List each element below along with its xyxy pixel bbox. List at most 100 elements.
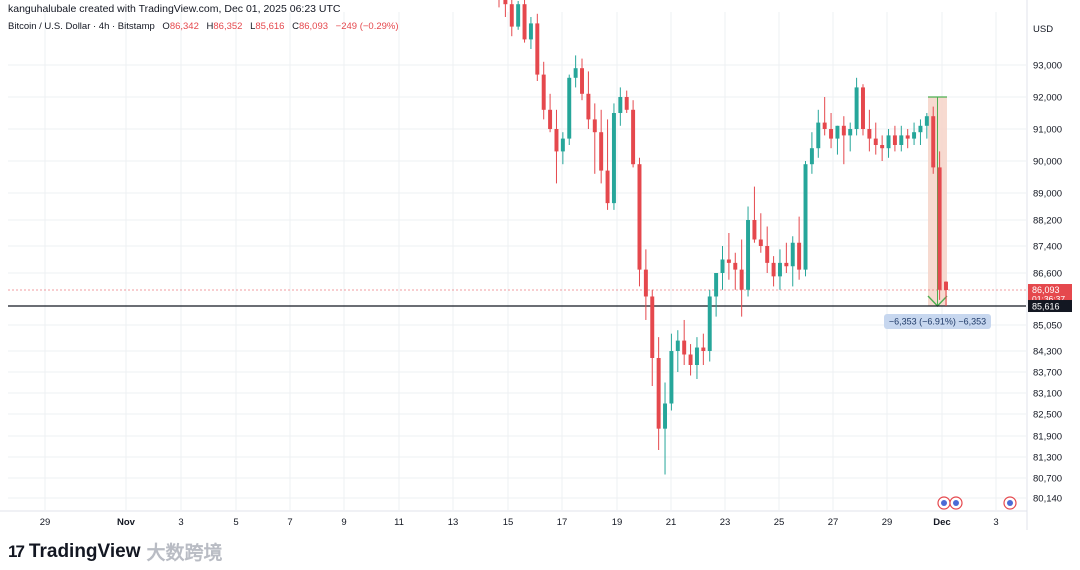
symbol-title: Bitcoin / U.S. Dollar · 4h · Bitstamp: [8, 21, 155, 32]
candle-body: [886, 135, 891, 149]
candle-body: [631, 109, 636, 165]
candle-body: [829, 129, 834, 139]
candle-body: [848, 129, 853, 136]
candle-body: [880, 145, 885, 149]
x-tick-label: 19: [612, 517, 623, 528]
candle-body: [841, 125, 846, 136]
candle-body: [899, 135, 904, 145]
x-tick-label: 17: [557, 517, 568, 528]
candle-body: [924, 116, 929, 126]
candle-body: [522, 4, 527, 40]
candle-body: [771, 262, 776, 277]
y-tick-label: 83,700: [1033, 368, 1062, 379]
tradingview-logo-icon: 17: [8, 541, 25, 561]
candle-body: [758, 239, 763, 246]
candle-body: [694, 347, 699, 365]
candle-body: [867, 129, 872, 139]
candle-body: [720, 259, 725, 273]
candle-body: [944, 281, 948, 291]
countdown-label: 01:36:37: [1032, 294, 1065, 304]
candle-body: [592, 119, 597, 133]
ohlc-low: 85,616: [255, 21, 285, 32]
candle-body: [873, 138, 878, 145]
x-tick-label: 27: [828, 517, 839, 528]
currency-label: USD: [1033, 24, 1053, 35]
y-tick-label: 86,600: [1033, 269, 1062, 280]
y-tick-label: 87,400: [1033, 242, 1062, 253]
y-tick-label: 83,100: [1033, 389, 1062, 400]
y-tick-label: 82,500: [1033, 410, 1062, 421]
candle-body: [912, 132, 917, 139]
y-tick-label: 89,000: [1033, 189, 1062, 200]
candle-body: [675, 340, 680, 351]
y-tick-label: 80,140: [1033, 494, 1062, 505]
last-price-badge: [1028, 284, 1072, 305]
horizontal-line: [8, 289, 1026, 307]
candle-body: [624, 97, 629, 110]
x-tick-label: Nov: [117, 517, 136, 528]
tradingview-brand-name: TradingView: [28, 540, 141, 562]
credit-text: kanguhalubale created with TradingView.c…: [8, 3, 341, 15]
candle-body: [618, 97, 623, 113]
flag-icon: [953, 500, 959, 506]
candle-body: [643, 269, 648, 297]
x-tick-label: Dec: [933, 517, 950, 528]
candle-body: [503, 0, 508, 5]
x-tick-label: 29: [882, 517, 893, 528]
candle-body: [784, 262, 789, 267]
candle-body: [861, 87, 865, 129]
x-tick-label: 3: [993, 517, 998, 528]
x-tick-label: 23: [720, 517, 731, 528]
symbol-legend[interactable]: Bitcoin / U.S. Dollar · 4h · Bitstamp O8…: [8, 21, 399, 32]
tradingview-logo[interactable]: 17 TradingView 大数跨境: [8, 538, 223, 565]
candle-body: [854, 87, 859, 129]
candle-body: [733, 262, 738, 270]
candle-body: [707, 296, 712, 351]
y-tick-label: 84,300: [1033, 347, 1062, 358]
candle-body: [739, 269, 744, 290]
x-tick-label: 15: [503, 517, 514, 528]
candle-body: [777, 262, 782, 277]
candle-body: [937, 167, 942, 290]
ohlc-high: 86,352: [213, 21, 243, 32]
y-tick-label: 91,000: [1033, 125, 1062, 136]
candle-body: [554, 129, 559, 152]
candle-body: [905, 135, 910, 139]
candle-body: [682, 340, 687, 355]
candle-body: [605, 170, 610, 204]
x-tick-label: 13: [448, 517, 459, 528]
candle-body: [573, 68, 578, 78]
candle-body: [816, 122, 821, 149]
last-price-label: 86,093: [1032, 285, 1060, 295]
candle-body: [790, 242, 795, 267]
flag-icon: [941, 500, 947, 506]
hline-price-badge: [1028, 300, 1072, 313]
ohlc-close: 86,093: [298, 21, 329, 32]
candle-body: [656, 358, 661, 429]
candles-layer: [498, 0, 948, 475]
candle-body: [611, 113, 616, 204]
axes-layer: 93,000 92,000 91,000 90,000 89,000 88,200 87,4…: [0, 0, 1072, 530]
x-tick-label: 5: [233, 517, 238, 528]
candle-body: [580, 68, 584, 94]
candle-body: [803, 164, 808, 270]
candle-body: [669, 351, 674, 404]
candle-body: [567, 77, 572, 139]
candle-body: [918, 125, 923, 133]
candle-body: [835, 125, 840, 139]
candle-body: [714, 273, 719, 297]
candle-body: [752, 220, 757, 240]
x-tick-label: 25: [774, 517, 785, 528]
ohlc-open: 86,342: [169, 21, 199, 32]
candle-body: [822, 122, 827, 129]
candle-body: [726, 259, 731, 263]
y-tick-label: 93,000: [1033, 61, 1062, 72]
candle-body: [509, 4, 514, 27]
candle-body: [541, 74, 546, 110]
y-tick-label: 88,200: [1033, 216, 1062, 227]
candle-body: [797, 242, 802, 270]
x-tick-label: 7: [287, 517, 292, 528]
candle-body: [637, 164, 642, 270]
y-tick-label: 85,050: [1033, 321, 1062, 332]
